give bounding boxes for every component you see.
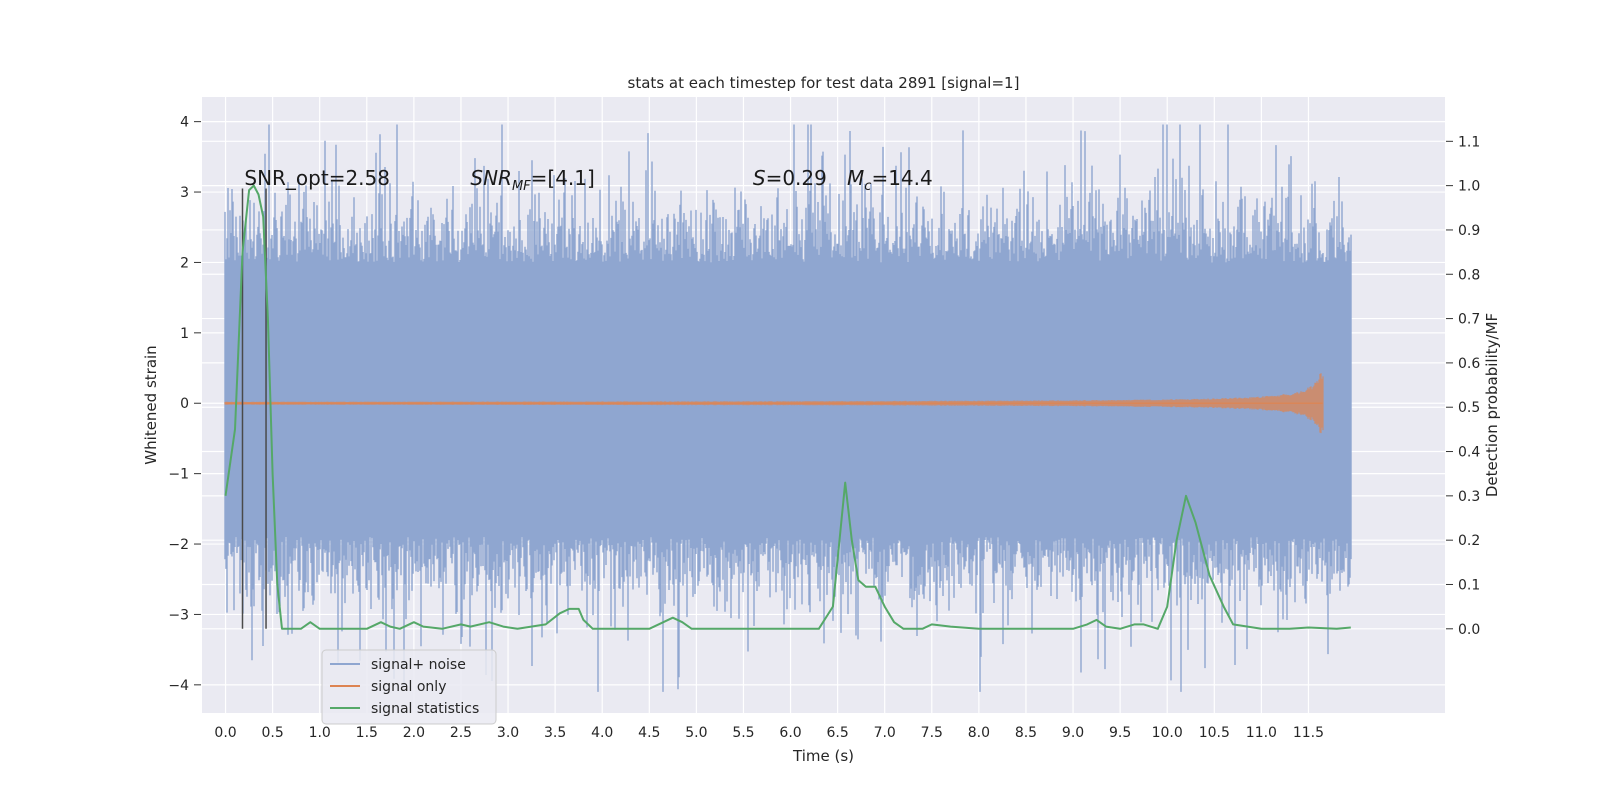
axis-layer: 0.0 0.5 1.0 1.5 2.0 2.5 3.0 3.5 4.0 4.5 5.0 5.5 6.0 6… <box>168 115 1480 741</box>
y-tick-label: 2 <box>180 255 189 271</box>
chart-title: stats at each timestep for test data 289… <box>628 74 1020 92</box>
x-tick-label: 4.5 <box>638 725 660 741</box>
x-tick-label: 9.5 <box>1109 725 1131 741</box>
y2-tick-label: 1.0 <box>1458 179 1480 195</box>
x-tick-label: 10.5 <box>1199 725 1230 741</box>
y2-tick-label: 0.1 <box>1458 577 1480 593</box>
series-signal-statistics <box>224 184 1351 630</box>
legend: signal+ noise signal only signal statist… <box>321 649 497 725</box>
series-layer <box>224 124 1352 692</box>
y-tick-label: −4 <box>168 678 189 694</box>
y-tick-label: −2 <box>168 537 189 553</box>
y2-tick-label: 1.1 <box>1458 134 1480 150</box>
y-tick-label: 0 <box>180 396 189 412</box>
y2-tick-label: 0.3 <box>1458 489 1480 505</box>
y2-tick-label: 0.2 <box>1458 533 1480 549</box>
x-tick-label: 11.0 <box>1246 725 1277 741</box>
x-tick-label: 9.0 <box>1062 725 1084 741</box>
x-tick-label: 1.5 <box>356 725 378 741</box>
x-tick-label: 5.0 <box>685 725 707 741</box>
x-tick-label: 0.0 <box>214 725 236 741</box>
y2-tick-label: 0.6 <box>1458 356 1480 372</box>
x-tick-label: 7.0 <box>874 725 896 741</box>
y-tick-label: −1 <box>168 467 189 483</box>
y2-axis-label: Detection probability/MF <box>1483 313 1501 497</box>
x-tick-label: 8.5 <box>1015 725 1037 741</box>
annotation-text: S=0.29 <box>753 166 827 190</box>
x-tick-label: 3.5 <box>544 725 566 741</box>
x-axis-label: Time (s) <box>792 747 854 765</box>
x-tick-label: 1.0 <box>309 725 331 741</box>
legend-label-signal-noise: signal+ noise <box>371 657 466 673</box>
x-tick-label: 8.0 <box>968 725 990 741</box>
y2-tick-label: 0.7 <box>1458 312 1480 328</box>
x-tick-label: 11.5 <box>1293 725 1324 741</box>
y2-tick-label: 0.5 <box>1458 400 1480 416</box>
x-tick-label: 4.0 <box>591 725 613 741</box>
y-tick-label: −3 <box>168 607 189 623</box>
legend-box <box>321 649 497 725</box>
x-tick-label: 7.5 <box>921 725 943 741</box>
y2-tick-label: 0.4 <box>1458 445 1480 461</box>
y-tick-label: 4 <box>180 115 189 131</box>
x-tick-label: 10.0 <box>1152 725 1183 741</box>
annotation-layer: SNR_opt=2.58 SNRMF=[4.1] S=0.29 Mc=14.4 <box>244 166 932 194</box>
x-tick-label: 3.0 <box>497 725 519 741</box>
x-tick-label: 0.5 <box>261 725 283 741</box>
y2-tick-label: 0.0 <box>1458 622 1480 638</box>
x-tick-label: 6.0 <box>779 725 801 741</box>
x-tick-label: 2.0 <box>403 725 425 741</box>
legend-label-signal-only: signal only <box>371 679 446 695</box>
y2-tick-label: 0.9 <box>1458 223 1480 239</box>
x-tick-label: 6.5 <box>826 725 848 741</box>
x-tick-label: 2.5 <box>450 725 472 741</box>
annotation-text: Mc=14.4 <box>847 166 933 194</box>
annotation-text: SNRMF=[4.1] <box>470 166 594 194</box>
annotation-text: SNR_opt=2.58 <box>244 166 390 190</box>
y-tick-label: 3 <box>180 185 189 201</box>
legend-label-signal-statistics: signal statistics <box>371 701 479 717</box>
y-tick-label: 1 <box>180 326 189 342</box>
y2-tick-label: 0.8 <box>1458 267 1480 283</box>
x-tick-label: 5.5 <box>732 725 754 741</box>
y-axis-label: Whitened strain <box>142 345 160 464</box>
